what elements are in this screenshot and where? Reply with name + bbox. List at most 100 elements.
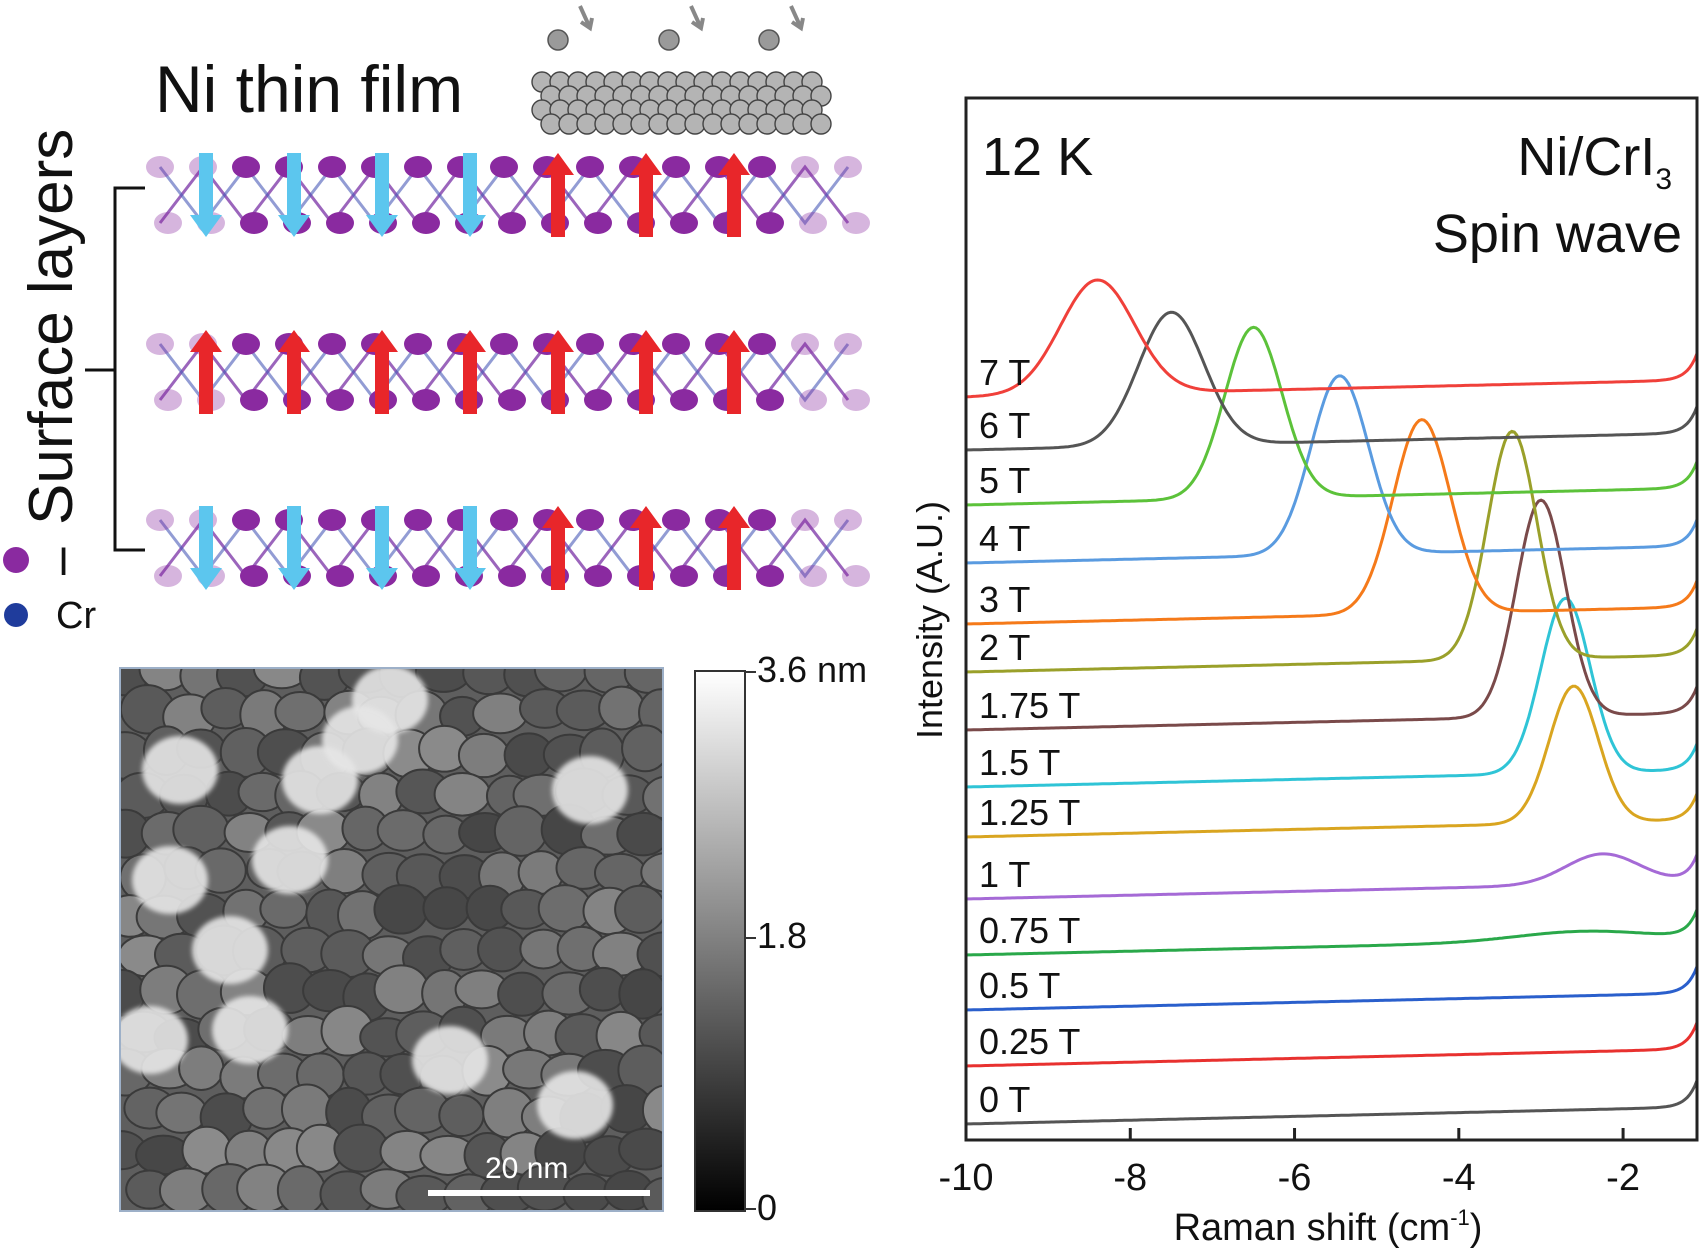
ni-atom	[756, 113, 778, 135]
iodine-atom	[662, 509, 690, 531]
iodine-atom	[842, 565, 870, 587]
afm-grain	[616, 811, 663, 857]
iodine-atom	[756, 212, 784, 234]
raman-chart: 0 T 0.25 T 0.5 T 0.75 T 1 T 1.25 T 1.5 T 1.75 T…	[909, 96, 1699, 1249]
ni-atom	[758, 29, 780, 51]
spin-up-arrow-icon	[190, 330, 222, 414]
spin-up-arrow-icon	[718, 506, 750, 590]
iodine-atom	[404, 333, 432, 355]
iodine-atom	[576, 509, 604, 531]
field-label: 0.75 T	[979, 910, 1080, 951]
afm-grain	[497, 971, 547, 1017]
iodine-atom	[146, 156, 174, 178]
field-label: 5 T	[979, 460, 1030, 501]
afm-grain	[598, 685, 646, 731]
ni-atom	[792, 113, 814, 135]
iodine-atom	[662, 156, 690, 178]
ni-atom	[612, 113, 634, 135]
afm-bright-grain	[537, 1071, 613, 1139]
surface-layers-label: Surface layers	[17, 129, 86, 525]
field-label: 7 T	[979, 352, 1030, 393]
iodine-atom	[412, 212, 440, 234]
iodine-atom	[748, 509, 776, 531]
afm-grain	[493, 805, 548, 857]
plot-frame	[964, 96, 1699, 1142]
afm-grain	[172, 804, 230, 854]
spectrum-line	[966, 418, 1697, 626]
iodine-atom	[834, 333, 862, 355]
deposition-arrow-icon	[689, 5, 705, 32]
afm-grain	[274, 691, 326, 733]
schematic-panel: Ni thin film Surface layers I Cr	[3, 5, 870, 637]
iodine-legend-label: I	[58, 540, 69, 584]
iodine-atom	[498, 389, 526, 411]
spectrum-line	[966, 908, 1697, 957]
afm-grain	[259, 888, 309, 929]
iodine-atom	[154, 212, 182, 234]
scalebar-label: 20 nm	[485, 1152, 568, 1185]
iodine-atom	[498, 212, 526, 234]
afm-grain	[373, 884, 429, 935]
afm-bright-grain	[552, 756, 628, 824]
ni-atom	[558, 113, 580, 135]
legend: I Cr	[3, 540, 96, 637]
colorbar	[694, 670, 746, 1212]
afm-bright-grain	[212, 996, 288, 1064]
ni-atom	[774, 113, 796, 135]
spectra	[966, 278, 1697, 1126]
afm-grain	[433, 771, 491, 817]
x-axis-label: Raman shift (cm-1)	[1174, 1205, 1483, 1249]
afm-bright-grain	[120, 1006, 188, 1074]
spectrum-line	[966, 1021, 1697, 1068]
iodine-atom	[576, 156, 604, 178]
iodine-atom	[490, 509, 518, 531]
iodine-atom	[490, 156, 518, 178]
afm-grain	[438, 1093, 485, 1138]
spectrum-line	[966, 852, 1697, 901]
field-label: 0.25 T	[979, 1021, 1080, 1062]
afm-grain	[333, 1123, 389, 1173]
spin-down-arrow-icon	[366, 153, 398, 237]
colorbar-mid-label: 1.8	[757, 915, 807, 956]
field-label: 1.5 T	[979, 742, 1060, 783]
iodine-atom	[584, 212, 612, 234]
iodine-atom	[240, 389, 268, 411]
field-label: 0.5 T	[979, 965, 1060, 1006]
iodine-atom	[498, 565, 526, 587]
field-label: 1 T	[979, 854, 1030, 895]
iodine-atom	[842, 212, 870, 234]
ni-film-label: Ni thin film	[155, 52, 463, 126]
afm-grain	[276, 1165, 327, 1211]
spin-down-arrow-icon	[366, 506, 398, 590]
ni-atom	[540, 113, 562, 135]
layer-top	[146, 153, 870, 237]
iodine-atom	[791, 509, 819, 531]
iodine-atom	[404, 509, 432, 531]
afm-grain	[376, 809, 430, 852]
iodine-atom	[146, 333, 174, 355]
spin-up-arrow-icon	[542, 153, 574, 237]
field-label: 6 T	[979, 405, 1030, 446]
ni-atom	[702, 113, 724, 135]
sample-label: Ni/CrI3	[1517, 127, 1672, 196]
iodine-atom	[318, 509, 346, 531]
spectrum-line	[966, 1079, 1697, 1126]
afm-grain	[638, 1013, 663, 1056]
afm-grain	[621, 724, 663, 773]
iodine-atom	[146, 509, 174, 531]
afm-panel: 20 nm 3.6 nm 1.8 0	[119, 649, 867, 1228]
spin-up-arrow-icon	[366, 330, 398, 414]
spin-up-arrow-icon	[278, 330, 310, 414]
spin-down-arrow-icon	[278, 153, 310, 237]
spin-up-arrow-icon	[630, 330, 662, 414]
iodine-atom	[412, 565, 440, 587]
iodine-atom	[576, 333, 604, 355]
spin-down-arrow-icon	[190, 153, 222, 237]
chromium-legend-icon	[4, 603, 28, 627]
iodine-atom	[318, 333, 346, 355]
field-label: 3 T	[979, 579, 1030, 620]
iodine-atom	[490, 333, 518, 355]
spectrum-line	[966, 965, 1697, 1012]
crystal-layers	[146, 153, 870, 590]
afm-grains	[120, 668, 663, 1211]
